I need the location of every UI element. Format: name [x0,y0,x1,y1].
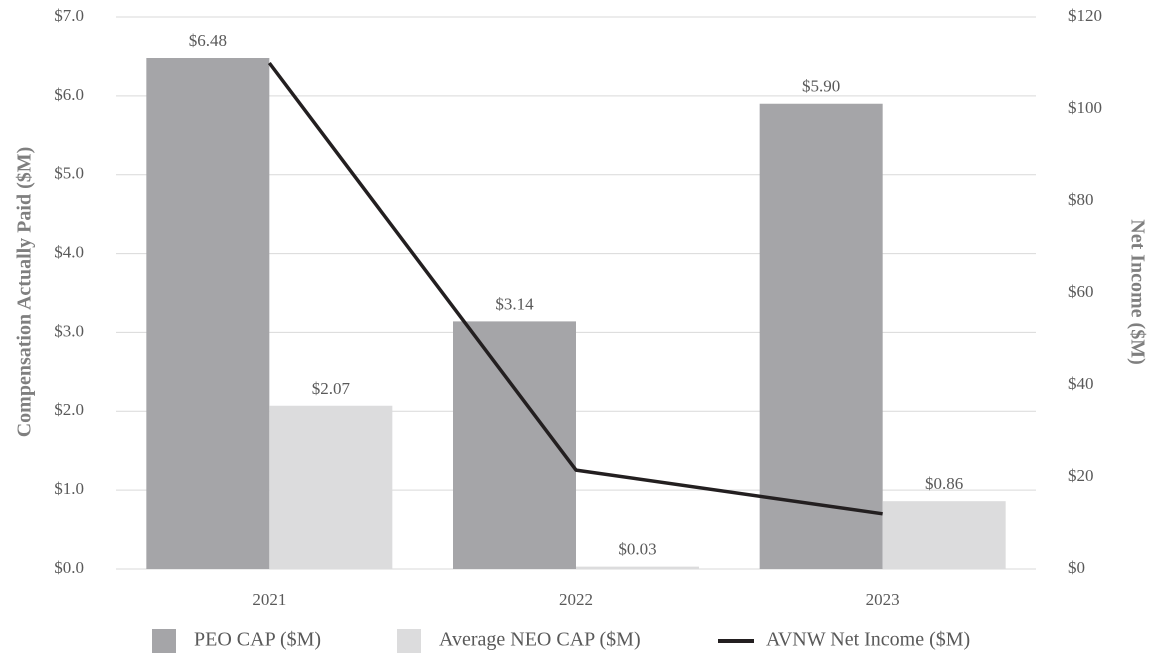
bar-data-label: $0.03 [618,540,656,559]
bars [146,58,1006,570]
legend-label: Average NEO CAP ($M) [439,629,641,651]
x-tick-label: 2023 [866,590,900,609]
y-axis-left-ticks: $0.0 $1.0 $2.0 $3.0 $4.0 $5.0 $6.0 $7.0 [54,6,84,577]
y-tick-label-right: $40 [1068,374,1094,393]
bar-average-neo-cap [576,566,699,569]
bar-peo-cap [146,58,270,570]
y-tick-label-right: $60 [1068,282,1094,301]
bar-data-label: $6.48 [189,31,227,50]
bar-data-label: $3.14 [495,294,534,313]
bar-average-neo-cap [882,501,1006,569]
legend-label: PEO CAP ($M) [194,629,321,651]
y-tick-label-left: $3.0 [54,321,84,340]
legend-item-average-neo-cap: Average NEO CAP ($M) [397,629,641,653]
y-tick-label-left: $2.0 [54,400,84,419]
data-labels: $6.48 $3.14 $5.90 $2.07 $0.03 $0.86 [189,31,964,559]
y-tick-label-left: $0.0 [54,558,84,577]
y-tick-label-right: $0 [1068,558,1085,577]
line-net-income [267,61,883,516]
y-axis-right-ticks: $0 $20 $40 $60 $80 $100 $120 [1068,6,1102,577]
y-tick-label-right: $20 [1068,466,1094,485]
x-tick-label: 2021 [252,590,286,609]
legend-swatch [152,629,176,653]
y-tick-label-left: $6.0 [54,85,84,104]
bar-data-label: $5.90 [802,77,840,96]
legend-item-net-income: AVNW Net Income ($M) [718,629,970,651]
y-tick-label-left: $4.0 [54,242,84,261]
y-tick-label-right: $120 [1068,6,1102,25]
y-tick-label-left: $1.0 [54,479,84,498]
x-axis-ticks: 2021 2022 2023 [252,590,899,609]
x-tick-label: 2022 [559,590,593,609]
legend-swatch [397,629,421,653]
legend: PEO CAP ($M) Average NEO CAP ($M) AVNW Net… [152,629,970,653]
y-tick-label-right: $80 [1068,190,1094,209]
y-tick-label-left: $7.0 [54,6,84,25]
bar-peo-cap [759,103,883,569]
legend-item-peo-cap: PEO CAP ($M) [152,629,321,653]
line-series [267,61,883,516]
legend-label: AVNW Net Income ($M) [766,629,970,651]
bar-average-neo-cap [269,405,393,569]
y-axis-left-title: Compensation Actually Paid ($M) [14,147,36,438]
y-axis-right-title: Net Income ($M) [1126,219,1148,365]
y-tick-label-left: $5.0 [54,164,84,183]
bar-data-label: $2.07 [312,379,351,398]
y-tick-label-right: $100 [1068,98,1102,117]
bar-data-label: $0.86 [925,474,963,493]
